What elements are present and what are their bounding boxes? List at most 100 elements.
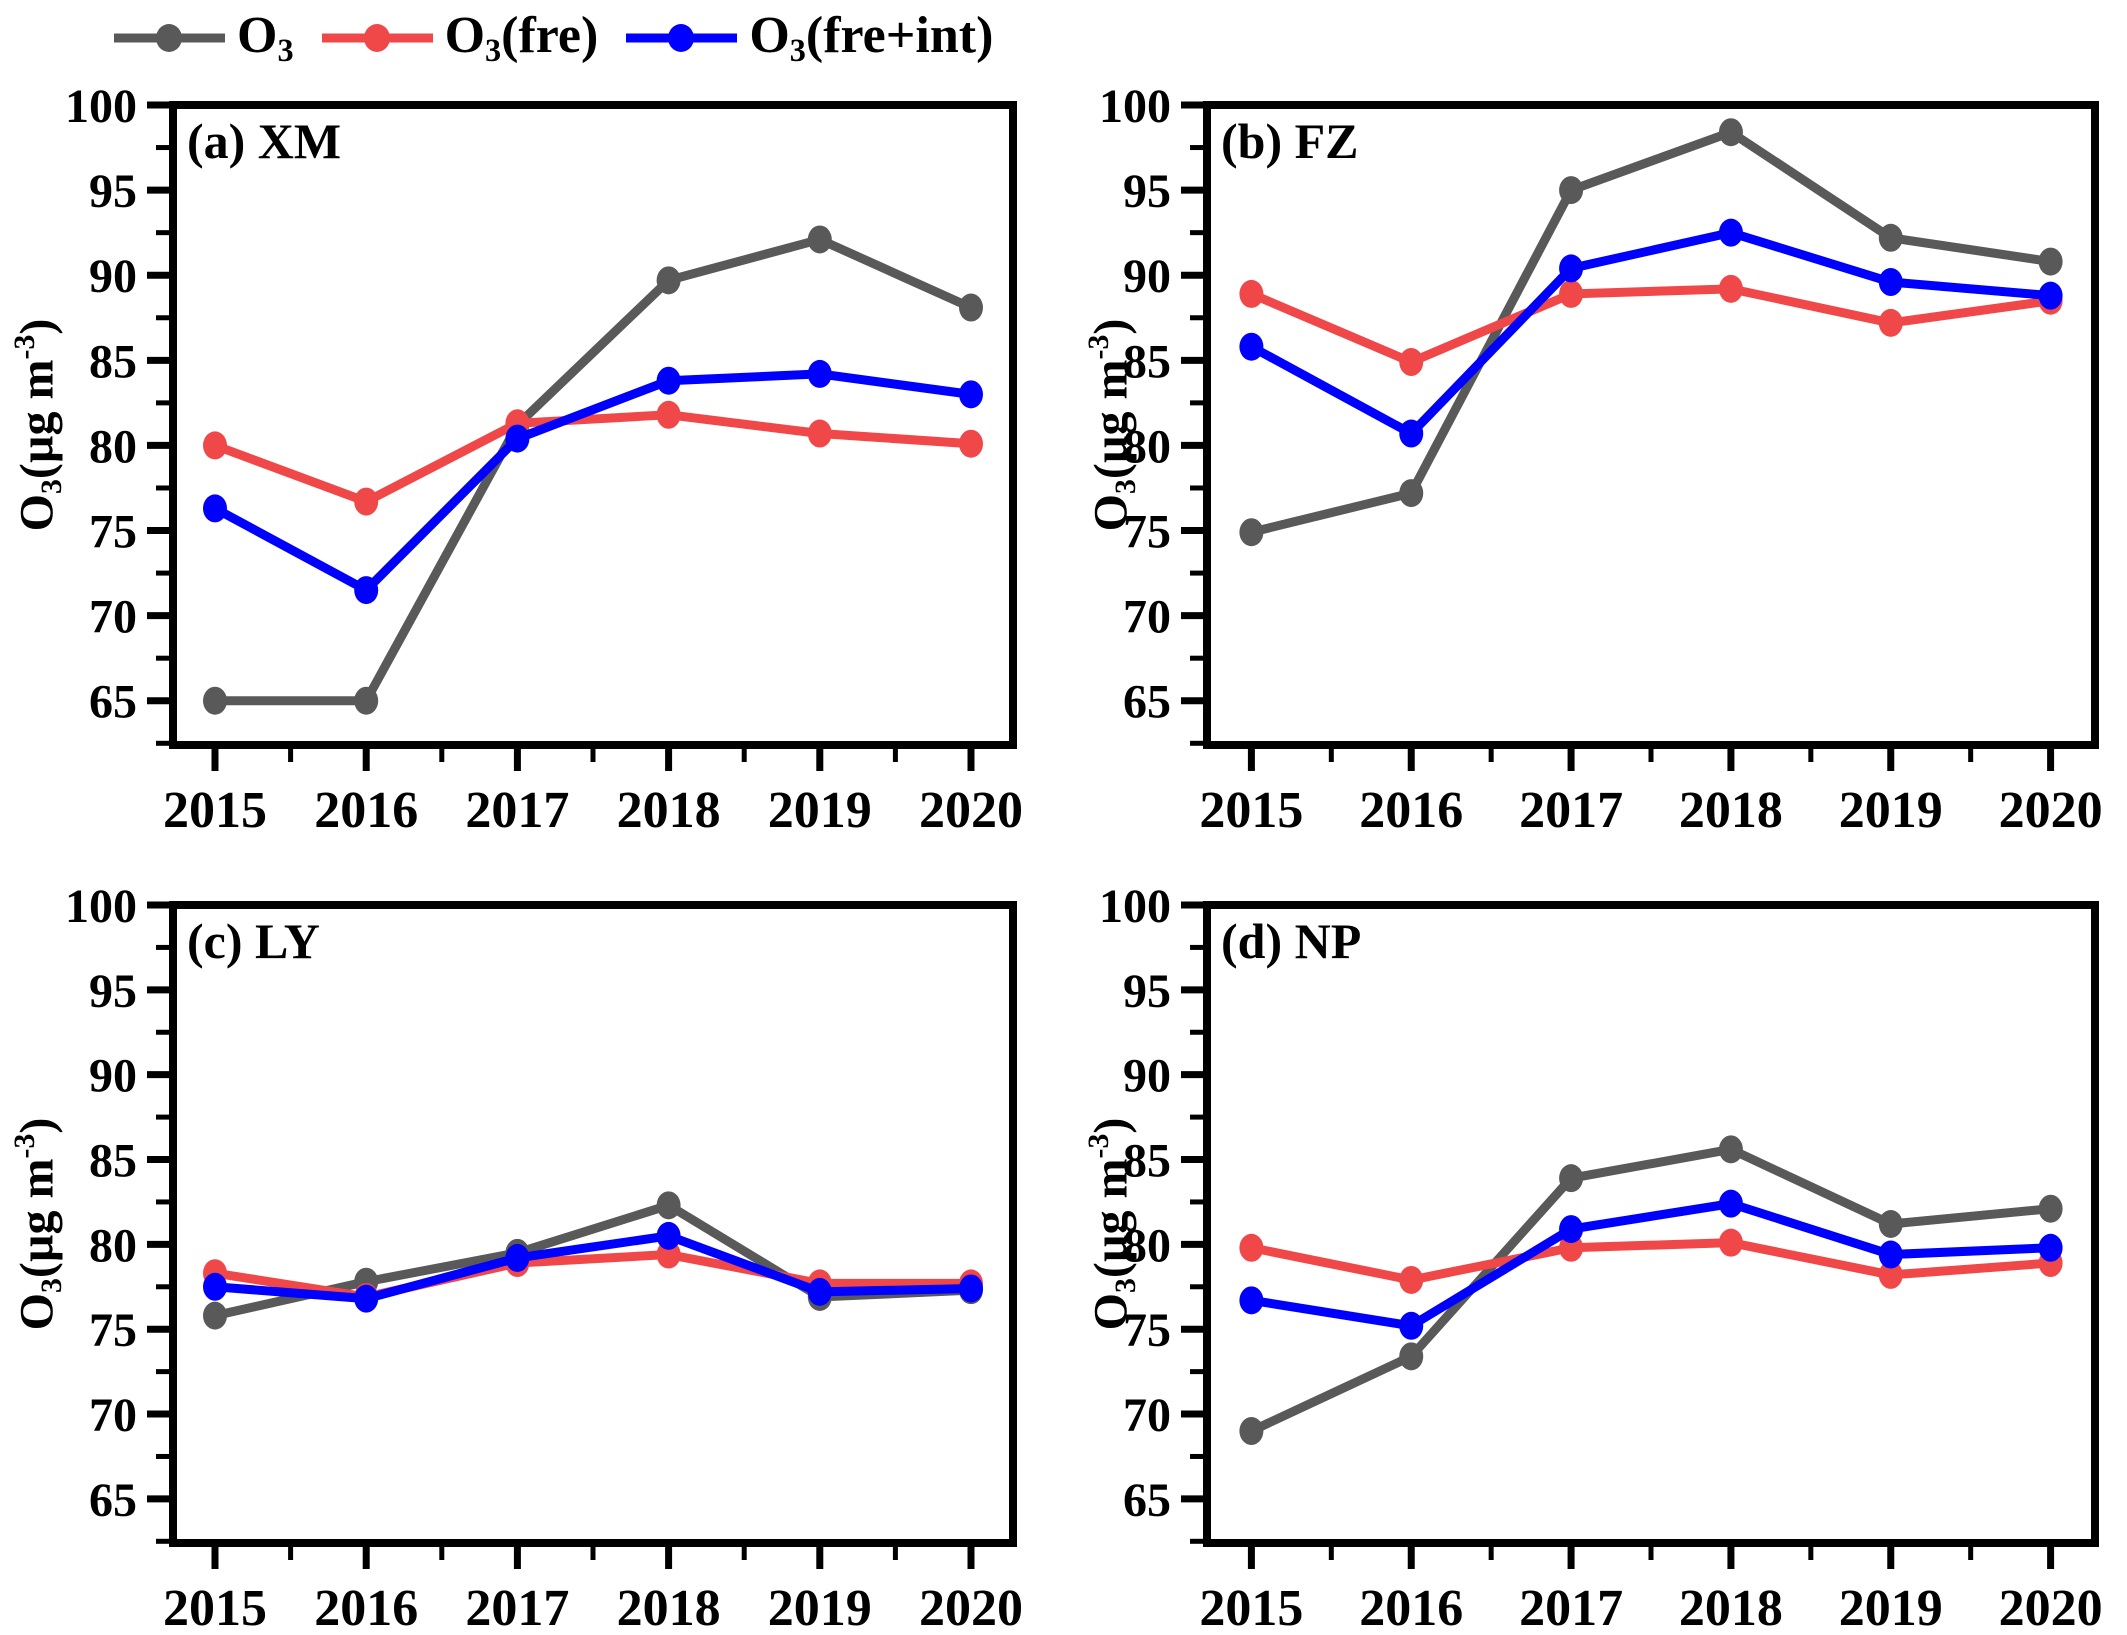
- ylabel-sub: 3: [1108, 1278, 1142, 1293]
- data-point-o3: [1239, 518, 1264, 547]
- y-tick-label: 80: [1123, 1219, 1171, 1272]
- data-point-o3_fre_int: [1878, 268, 1903, 297]
- y-tick-label: 85: [89, 335, 137, 388]
- series-line-o3: [1249, 1144, 2052, 1436]
- legend-swatch-o3-fre-int: [626, 23, 738, 52]
- x-tick-label: 2017: [465, 782, 569, 839]
- y-tick-label: 70: [1123, 591, 1171, 644]
- data-point-o3_fre_int: [807, 359, 832, 388]
- data-point-o3: [959, 293, 983, 322]
- x-tick-label: 2017: [465, 1580, 569, 1635]
- data-point-o3: [1559, 1164, 1584, 1193]
- data-point-o3: [1718, 118, 1743, 147]
- data-point-o3: [1559, 176, 1584, 205]
- data-point-o3: [354, 686, 379, 715]
- panel-label-a: (a) XM: [187, 113, 342, 169]
- data-point-o3: [656, 266, 681, 295]
- data-point-o3_fre_int: [2038, 1233, 2063, 1262]
- data-point-o3_fre_int: [959, 380, 983, 409]
- x-tick-label: 2017: [1519, 1580, 1623, 1635]
- y-tick-label: 80: [1123, 420, 1171, 473]
- y-tick-label: 65: [89, 1474, 137, 1527]
- data-point-o3_fre_int: [354, 1284, 379, 1313]
- y-tick-label: 90: [89, 1050, 137, 1103]
- data-point-o3: [1878, 1210, 1903, 1238]
- y-tick-label: 100: [65, 880, 137, 933]
- legend-label-sub: 3: [277, 32, 294, 69]
- data-point-o3: [203, 1301, 227, 1330]
- x-tick-label: 2019: [768, 782, 872, 839]
- y-axis-label-b: O3(µg m-3): [1082, 230, 1162, 620]
- legend-marker-o3-fre-int: [668, 23, 695, 52]
- series-line-o3_fre: [213, 410, 972, 507]
- y-tick-label: 65: [89, 676, 137, 729]
- series-line-o3_fre_int: [1250, 1199, 2051, 1331]
- x-tick-label: 2020: [1999, 782, 2103, 839]
- y-tick-label: 70: [1123, 1389, 1171, 1442]
- x-tick-label: 2018: [617, 782, 721, 839]
- ylabel-base: O: [10, 1292, 64, 1331]
- legend-label-o3-fre-int: O3(fre+int): [749, 6, 993, 69]
- data-point-o3_fre: [1399, 348, 1424, 377]
- data-point-o3_fre_int: [656, 1221, 681, 1250]
- ylabel-unit-close: ): [1084, 1117, 1138, 1134]
- data-point-o3_fre_int: [1239, 332, 1264, 361]
- data-point-o3_fre_int: [1399, 419, 1424, 448]
- data-point-o3_fre_int: [1878, 1240, 1903, 1269]
- legend-item-o3-fre: O3(fre): [320, 6, 599, 69]
- y-tick-label: 90: [89, 250, 137, 303]
- chart-panel-fz: 65 70 75 80 85 90 95 100 2015 2016 2017 2018 2019 202…: [1099, 80, 2103, 839]
- data-point-o3_fre_int: [505, 424, 530, 453]
- data-point-o3_fre_int: [203, 1272, 227, 1301]
- ylabel-sup: -3: [8, 1133, 41, 1159]
- y-axis-label-c: O3(µg m-3): [8, 1029, 88, 1419]
- legend-marker-o3: [156, 23, 182, 52]
- chart-panel-np: 65 70 75 80 85 90 95 100 2015 2016 2017 2018 2019 202…: [1099, 880, 2103, 1635]
- series-line-o3: [215, 234, 973, 706]
- y-tick-label: 70: [89, 591, 137, 644]
- ylabel-sup: -3: [1082, 334, 1115, 360]
- ylabel-sup: -3: [8, 334, 41, 360]
- data-point-o3_fre_int: [1718, 1189, 1743, 1218]
- y-tick-label: 80: [89, 1219, 137, 1272]
- y-tick-label: 80: [89, 420, 137, 473]
- ylabel-unit-close: ): [10, 1117, 64, 1134]
- y-tick-label: 85: [1123, 335, 1171, 388]
- axes-frame: [169, 901, 1017, 1547]
- data-point-o3: [1718, 1135, 1743, 1164]
- data-point-o3_fre: [1239, 1233, 1264, 1262]
- y-tick-label: 100: [65, 80, 137, 133]
- panel-label-d: (d) NP: [1221, 913, 1362, 969]
- x-tick-label: 2020: [1999, 1580, 2103, 1635]
- data-point-o3: [2038, 1194, 2063, 1223]
- data-point-o3_fre: [203, 431, 227, 460]
- series-line-o3: [214, 1200, 972, 1321]
- data-point-o3: [203, 686, 227, 715]
- data-point-o3_fre: [959, 429, 983, 458]
- legend-label-base: O: [749, 7, 790, 65]
- x-tick-label: 2016: [314, 782, 418, 839]
- chart-legend: O 3 O3(fre) O3(fre+int): [112, 2, 993, 74]
- data-point-o3: [1399, 479, 1424, 508]
- data-point-o3_fre_int: [2038, 281, 2063, 310]
- data-point-o3_fre_int: [1559, 1215, 1584, 1244]
- data-point-o3: [2038, 247, 2063, 276]
- series-line-o3: [1250, 127, 2052, 537]
- legend-label-o3-fre: O3(fre): [445, 6, 599, 69]
- panel-label-b: (b) FZ: [1221, 113, 1359, 169]
- legend-marker-o3-fre: [363, 23, 390, 52]
- series-line-o3_fre_int: [212, 369, 972, 596]
- y-tick-label: 85: [1123, 1135, 1171, 1188]
- y-tick-label: 90: [1123, 1050, 1171, 1103]
- y-tick-label: 100: [1099, 80, 1171, 133]
- ylabel-sub: 3: [1108, 479, 1142, 494]
- series-line-o3_fre_int: [214, 1231, 972, 1304]
- data-point-o3_fre: [807, 419, 832, 448]
- ylabel-unit-open: (µg m: [1084, 1158, 1138, 1279]
- legend-label-rest: (fre+int): [805, 7, 994, 65]
- data-point-o3_fre: [656, 400, 681, 429]
- axes-frame: [169, 101, 1017, 749]
- x-tick-label: 2015: [1199, 782, 1303, 839]
- series-line-o3_fre: [1249, 284, 2052, 367]
- x-tick-label: 2020: [919, 782, 1023, 839]
